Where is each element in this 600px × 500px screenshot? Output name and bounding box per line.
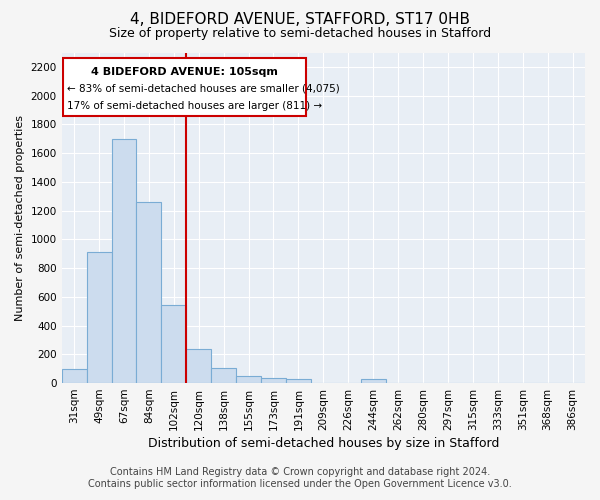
Text: 4, BIDEFORD AVENUE, STAFFORD, ST17 0HB: 4, BIDEFORD AVENUE, STAFFORD, ST17 0HB bbox=[130, 12, 470, 28]
Text: ← 83% of semi-detached houses are smaller (4,075): ← 83% of semi-detached houses are smalle… bbox=[67, 84, 340, 94]
X-axis label: Distribution of semi-detached houses by size in Stafford: Distribution of semi-detached houses by … bbox=[148, 437, 499, 450]
Bar bbox=[112, 138, 136, 383]
Text: 17% of semi-detached houses are larger (811) →: 17% of semi-detached houses are larger (… bbox=[67, 102, 322, 112]
Bar bbox=[86, 252, 112, 383]
Bar bbox=[236, 376, 261, 383]
Bar bbox=[136, 202, 161, 383]
Text: Contains HM Land Registry data © Crown copyright and database right 2024.
Contai: Contains HM Land Registry data © Crown c… bbox=[88, 468, 512, 489]
Bar bbox=[261, 378, 286, 383]
Bar bbox=[211, 368, 236, 383]
Bar bbox=[286, 380, 311, 383]
Bar bbox=[63, 58, 306, 116]
Bar bbox=[361, 380, 386, 383]
Y-axis label: Number of semi-detached properties: Number of semi-detached properties bbox=[15, 115, 25, 321]
Text: Size of property relative to semi-detached houses in Stafford: Size of property relative to semi-detach… bbox=[109, 28, 491, 40]
Bar bbox=[186, 348, 211, 383]
Text: 4 BIDEFORD AVENUE: 105sqm: 4 BIDEFORD AVENUE: 105sqm bbox=[91, 67, 278, 77]
Bar bbox=[62, 368, 86, 383]
Bar bbox=[161, 306, 186, 383]
